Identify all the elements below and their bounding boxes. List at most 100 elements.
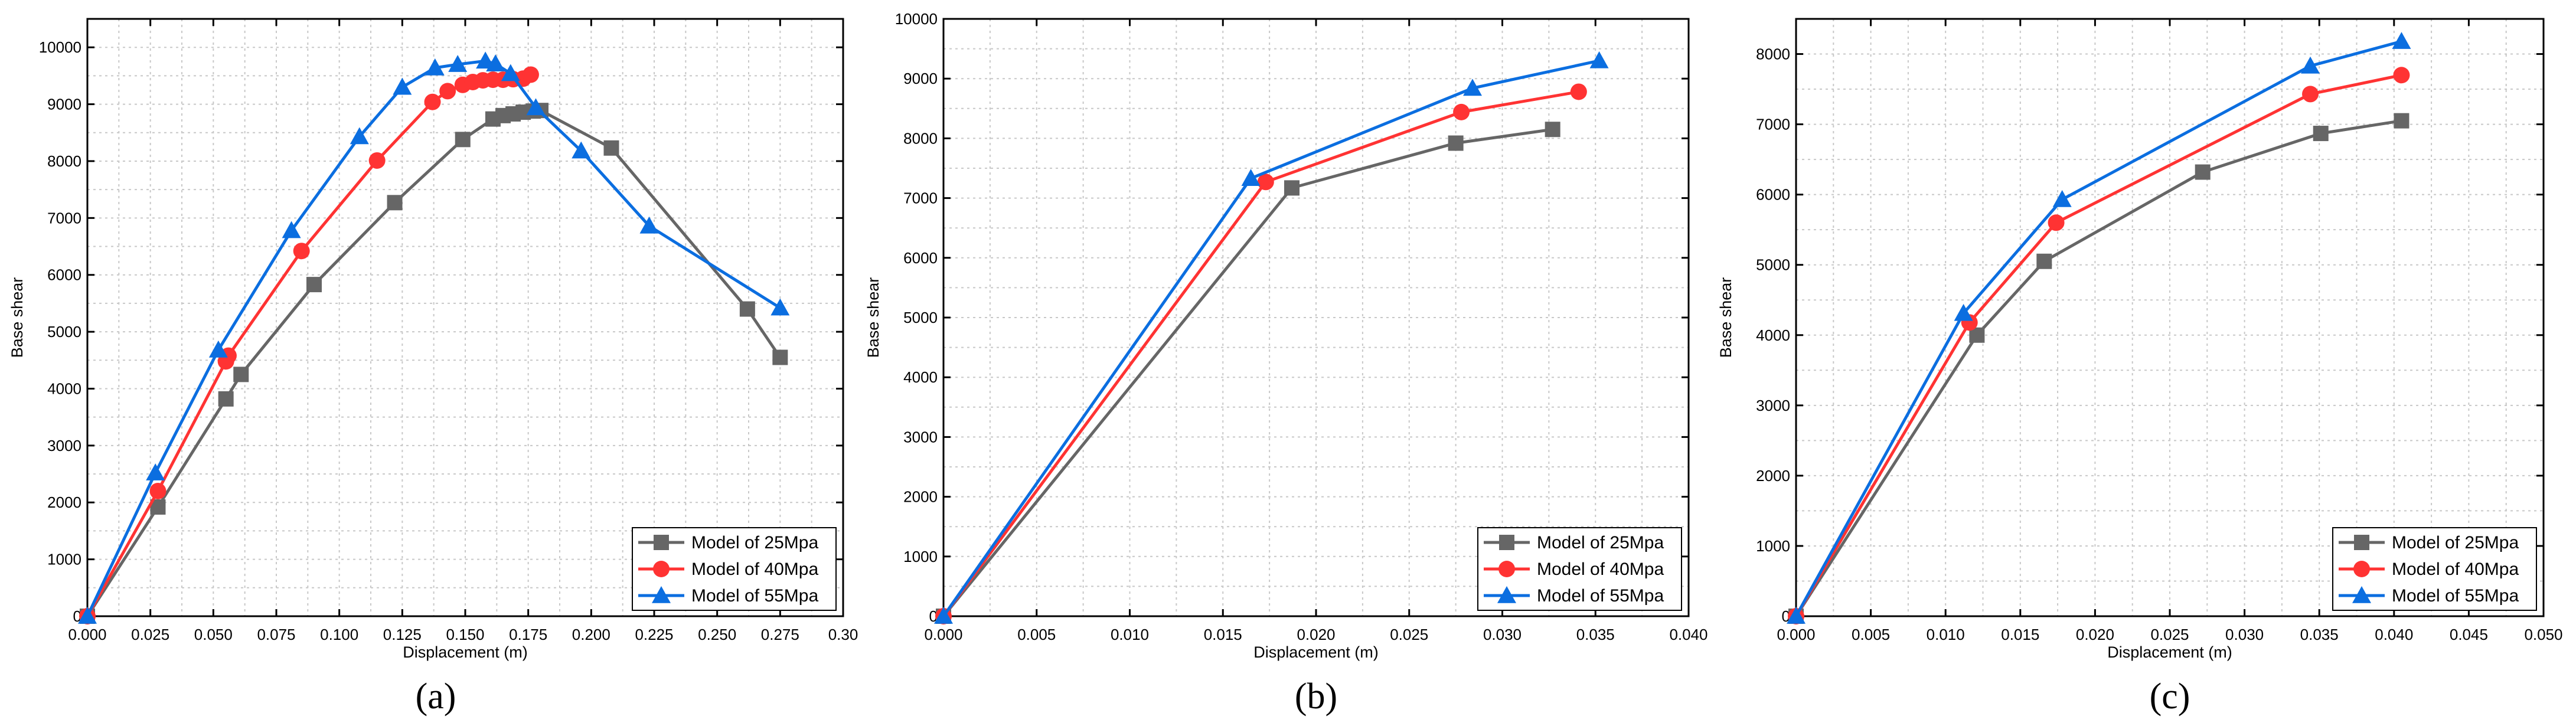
legend-swatch-marker [652,586,671,603]
legend: Model of 25Mpa Model of 40Mpa Model of 55M… [2332,527,2537,611]
y-axis-title: Base shear [8,277,26,358]
y-tick-label: 4000 [47,380,81,397]
y-tick-label: 2000 [1756,467,1790,485]
x-tick-label: 0.005 [1017,626,1056,643]
x-tick-label: 0.075 [257,626,295,643]
data-point [739,301,755,317]
x-tick-label: 0.100 [320,626,358,643]
data-point [306,277,322,293]
data-point [2048,214,2065,231]
x-tick-label: 0.015 [2001,626,2039,643]
y-tick-label: 3000 [903,428,938,446]
y-tick-label: 0 [929,607,938,625]
x-axis-title: Displacement (m) [403,643,528,661]
data-point [639,216,659,234]
x-tick-label: 0.020 [2076,626,2114,643]
series-1 [1788,113,2410,624]
y-tick-label: 2000 [47,493,81,511]
y-tick-label: 1000 [47,551,81,568]
data-point [2392,32,2411,49]
data-point [2301,56,2320,74]
data-point [1589,51,1609,68]
y-tick-label: 4000 [1756,326,1790,344]
series-line [942,59,1600,617]
y-tick-label: 10000 [895,10,938,28]
legend-label: Model of 55Mpa [2392,586,2519,606]
x-tick-label: 0.200 [572,626,610,643]
data-point [522,66,539,83]
data-point [425,58,445,76]
x-tick-label: 0.050 [2524,626,2562,643]
legend-label: Model of 40Mpa [2392,560,2519,579]
data-point [603,140,619,156]
panel-caption: (a) [416,676,456,717]
y-tick-label: 8000 [47,152,81,170]
legend-swatch-marker [653,561,670,577]
y-tick-label: 3000 [1756,397,1790,414]
series-line [86,73,532,617]
x-tick-label: 0.015 [1204,626,1242,643]
x-tick-label: 0.005 [1852,626,1890,643]
y-tick-label: 5000 [47,323,81,341]
panel-caption: (c) [2150,676,2190,717]
data-point [218,391,234,407]
legend-swatch-marker [1499,535,1514,550]
x-tick-label: 0.020 [1297,626,1335,643]
legend-label: Model of 55Mpa [1537,586,1664,606]
x-tick-label: 0.050 [194,626,233,643]
x-tick-label: 0.035 [1576,626,1615,643]
data-point [772,349,788,365]
series-line [942,90,1579,617]
y-tick-label: 10000 [39,38,81,56]
x-tick-label: 0.045 [2450,626,2488,643]
data-point [2313,126,2329,142]
series-2 [79,66,539,624]
data-point [486,54,505,71]
data-point [770,298,790,316]
chart-panel-1: 0.000 0.025 0.050 0.075 0.100 0.125 0.150 0.175… [8,18,858,717]
legend: Model of 25Mpa Model of 40Mpa Model of 55M… [632,527,837,611]
x-tick-label: 0.150 [446,626,484,643]
series-line [1794,73,2402,617]
x-axis-title: Displacement (m) [2107,643,2232,661]
x-tick-label: 0.025 [2150,626,2189,643]
y-tick-label: 7000 [903,189,938,207]
data-point [233,367,249,382]
legend-swatch-marker [2353,561,2370,577]
x-tick-label: 0.275 [761,626,799,643]
data-point [448,55,468,72]
data-point [2052,189,2072,207]
x-tick-label: 0.035 [2300,626,2339,643]
legend-label: Model of 25Mpa [691,533,818,552]
data-point [293,243,310,260]
data-point [1463,79,1483,96]
x-tick-label: 0.175 [509,626,547,643]
data-point [350,127,369,145]
x-tick-label: 0.010 [1111,626,1149,643]
data-point [424,93,441,110]
y-tick-label: 8000 [1756,45,1790,63]
y-axis-title: Base shear [864,277,882,358]
x-tick-label: 0.030 [1483,626,1522,643]
y-axis-title: Base shear [1717,277,1735,358]
data-point [2302,86,2319,103]
legend-label: Model of 40Mpa [1537,560,1664,579]
data-point [149,482,166,499]
grid-lines [943,19,1689,616]
y-tick-label: 7000 [1756,116,1790,133]
data-point [2393,67,2410,84]
chart-panel-2: 0.000 0.005 0.010 0.015 0.020 0.025 0.030 0.035… [864,10,1708,717]
x-tick-label: 0.000 [68,626,106,643]
data-point [393,77,412,95]
y-tick-label: 6000 [903,249,938,267]
data-point [2195,164,2211,180]
x-tick-label: 0.040 [1669,626,1707,643]
y-tick-label: 4000 [903,368,938,386]
legend-label: Model of 40Mpa [691,560,818,579]
legend-swatch-marker [1498,561,1515,577]
data-point [282,221,301,238]
legend-swatch-marker [2354,535,2369,550]
y-tick-label: 3000 [47,437,81,454]
data-point [1257,174,1274,191]
